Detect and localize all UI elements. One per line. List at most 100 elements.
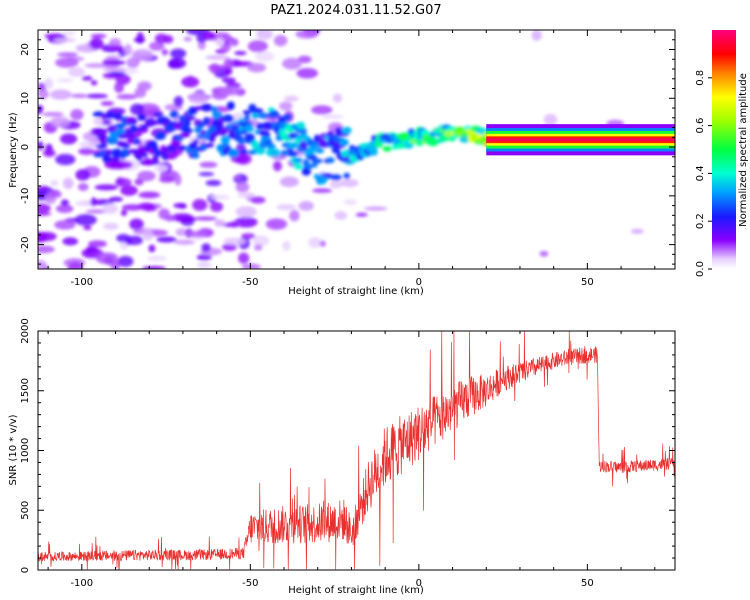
- spectrogram-cell: [464, 125, 472, 130]
- spectrogram-cell: [245, 124, 254, 133]
- spectrogram-cell: [343, 172, 351, 180]
- snr-series-line: [38, 331, 675, 570]
- spectrogram-cell: [158, 208, 171, 220]
- spectrogram-cell: [174, 174, 182, 186]
- spectrogram-cell: [223, 237, 246, 245]
- spectrogram-cell: [215, 38, 225, 47]
- spectrogram-cell: [243, 114, 251, 121]
- spectrogram-cell: [282, 240, 291, 251]
- snr-y-ticks: 0 500 1000 1500 2000: [20, 318, 675, 573]
- spectrogram-cell: [204, 143, 215, 148]
- spectrogram-cell: [297, 55, 312, 64]
- spectrogram-y-tick-label: 10: [20, 92, 31, 105]
- spectrogram-cell: [137, 170, 156, 182]
- spectrogram-cell: [254, 244, 263, 251]
- spectrogram-cell: [169, 110, 179, 119]
- spectrogram-cell: [103, 222, 119, 231]
- snr-x-tick-label: -100: [70, 578, 93, 589]
- spectrogram-cell: [130, 103, 145, 116]
- spectrogram-cell: [255, 145, 266, 155]
- spectrogram-x-tick-label: -50: [242, 277, 258, 288]
- spectrogram-cell: [257, 112, 269, 119]
- colorbar-tick-label: 0.6: [695, 118, 706, 134]
- spectrogram-cell: [200, 103, 213, 112]
- spectrogram-cell: [67, 262, 83, 269]
- spectrogram-cell: [55, 57, 79, 68]
- spectrogram-cell: [148, 244, 156, 253]
- spectrogram-cell: [115, 177, 132, 187]
- spectrogram-cell: [78, 147, 95, 156]
- spectrogram-cell: [218, 86, 242, 96]
- spectrogram-cell: [102, 60, 126, 66]
- spectrogram-cell: [85, 209, 108, 214]
- spectrogram-y-tick-label: 20: [20, 43, 31, 56]
- spectrogram-cell: [255, 122, 265, 129]
- spectrogram-cell: [38, 141, 44, 151]
- snr-x-axis-label: Height of straight line (km): [288, 585, 424, 596]
- spectrogram-cell: [170, 48, 187, 59]
- spectrogram-cell: [183, 36, 193, 42]
- spectrogram-cell: [44, 33, 66, 39]
- spectrogram-cell: [197, 261, 212, 269]
- spectrogram-cell: [104, 160, 124, 169]
- spectrogram-cell: [133, 138, 140, 145]
- spectrogram-cell: [256, 30, 273, 40]
- spectrogram-cell: [143, 157, 152, 166]
- spectrogram-cell: [90, 197, 97, 207]
- spectrogram-cell: [196, 254, 212, 261]
- spectrogram-cell: [222, 114, 235, 123]
- spectrogram-cell: [56, 78, 74, 83]
- spectrogram-cell: [280, 149, 289, 157]
- spectrogram-cell: [287, 142, 299, 149]
- spectrogram-cell: [394, 142, 407, 149]
- spectrogram-cell: [170, 213, 194, 222]
- spectrogram-cell: [221, 222, 239, 227]
- spectrogram-cell: [175, 136, 184, 142]
- spectrogram-cell: [210, 31, 231, 43]
- spectrogram-cell: [196, 134, 207, 140]
- spectrogram-cell: [55, 204, 74, 213]
- spectrogram-cell: [201, 243, 211, 253]
- spectrogram-cell: [62, 237, 79, 246]
- spectrogram-cell: [270, 219, 282, 228]
- spectrogram-cell: [74, 214, 97, 226]
- colorbar-gradient: [712, 30, 736, 269]
- snr-x-tick-label: 50: [581, 578, 594, 589]
- spectrogram-cell: [301, 167, 311, 176]
- figure-title: PAZ1.2024.031.11.52.G07: [270, 3, 441, 18]
- spectrogram-cell: [238, 252, 250, 264]
- spectrogram-cell: [175, 228, 188, 237]
- spectrogram-cell: [315, 148, 325, 154]
- spectrogram-cell: [126, 133, 136, 139]
- spectrogram-cell: [199, 161, 218, 168]
- spectrogram-cell: [224, 67, 233, 76]
- spectrogram-cell: [192, 139, 199, 145]
- spectrogram-cell: [38, 231, 48, 243]
- spectrogram-cell: [121, 204, 144, 211]
- spectrogram-x-tick-label: 0: [416, 277, 422, 288]
- spectrogram-cell: [233, 175, 241, 180]
- spectrogram-cell: [90, 80, 98, 86]
- colorbar-tick-label: 0.8: [695, 70, 706, 86]
- spectrogram-cell: [44, 78, 54, 90]
- spectrogram-cell: [202, 117, 211, 126]
- spectrogram-cell: [192, 198, 208, 211]
- spectrogram-cell: [140, 124, 149, 130]
- spectrogram-cell: [210, 201, 224, 212]
- spectrogram-cell: [120, 209, 128, 217]
- spectrogram-cell: [205, 54, 229, 60]
- spectrogram-cell: [109, 196, 124, 202]
- spectrogram-cell: [100, 101, 115, 106]
- snr-y-tick-label: 500: [20, 501, 31, 520]
- spectrogram-cell: [95, 144, 108, 149]
- spectrogram-cell: [283, 95, 299, 102]
- spectrogram-cell: [197, 122, 206, 128]
- spectrogram-cell: [115, 128, 126, 135]
- spectrogram-cell: [38, 203, 51, 213]
- spectrogram-cell: [237, 139, 246, 145]
- spectrogram-cell: [205, 179, 222, 186]
- spectrogram-cell: [247, 40, 268, 53]
- spectrogram-cell: [154, 33, 168, 44]
- spectrogram-cell: [197, 40, 206, 50]
